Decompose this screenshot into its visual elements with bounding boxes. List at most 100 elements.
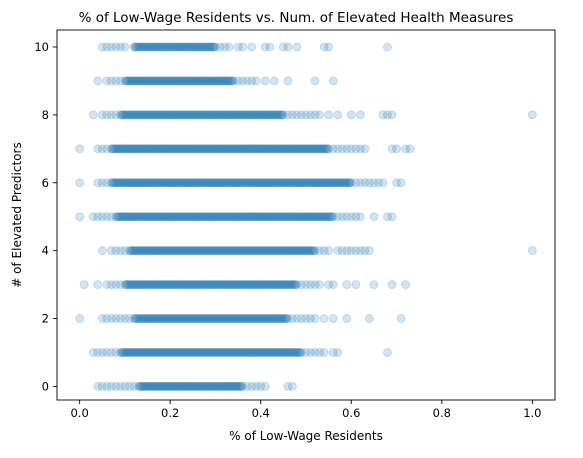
data-point xyxy=(130,246,140,256)
data-point xyxy=(220,212,230,222)
data-point xyxy=(231,347,241,357)
data-point xyxy=(232,314,242,324)
data-point xyxy=(274,246,284,256)
data-point xyxy=(131,280,141,290)
data-point xyxy=(161,347,171,357)
data-point xyxy=(139,178,149,188)
data-point xyxy=(179,212,189,222)
data-point xyxy=(240,246,250,256)
data-point xyxy=(247,212,257,222)
data-point xyxy=(204,280,214,290)
data-point xyxy=(141,280,151,290)
data-point xyxy=(143,347,153,357)
data-point xyxy=(241,347,251,357)
data-point xyxy=(162,144,172,154)
data-point xyxy=(327,212,337,222)
data-point xyxy=(298,178,308,188)
data-point xyxy=(313,212,323,222)
data-point xyxy=(111,178,121,188)
data-point xyxy=(200,212,210,222)
data-point xyxy=(289,246,299,256)
data-point xyxy=(387,280,397,290)
data-point xyxy=(234,178,244,188)
data-point xyxy=(181,347,191,357)
data-point xyxy=(190,347,200,357)
data-point xyxy=(298,246,308,256)
data-point xyxy=(146,212,156,222)
data-point xyxy=(302,178,312,188)
data-point xyxy=(147,246,157,256)
data-point xyxy=(269,212,279,222)
data-point xyxy=(175,212,185,222)
data-point xyxy=(111,347,121,357)
data-point xyxy=(214,314,224,324)
data-point xyxy=(130,178,140,188)
data-point xyxy=(136,144,146,154)
data-point xyxy=(282,314,292,324)
data-point xyxy=(206,280,216,290)
data-point xyxy=(173,178,183,188)
data-point xyxy=(150,314,160,324)
data-point xyxy=(233,347,243,357)
data-point xyxy=(145,144,155,154)
data-point xyxy=(304,246,314,256)
data-point xyxy=(127,178,137,188)
data-point xyxy=(286,347,296,357)
data-point xyxy=(256,280,266,290)
data-point xyxy=(143,280,153,290)
data-point xyxy=(172,381,182,391)
data-point xyxy=(167,144,177,154)
data-point xyxy=(197,347,207,357)
data-point xyxy=(246,314,256,324)
data-point xyxy=(149,144,159,154)
data-point xyxy=(257,178,267,188)
data-point xyxy=(197,381,207,391)
data-point xyxy=(195,347,205,357)
data-point xyxy=(235,212,245,222)
data-point xyxy=(184,280,194,290)
data-point xyxy=(206,347,216,357)
data-point xyxy=(261,314,271,324)
data-point xyxy=(136,347,146,357)
data-point xyxy=(251,280,261,290)
data-point xyxy=(129,144,139,154)
data-point xyxy=(205,314,215,324)
data-point xyxy=(123,212,133,222)
data-point xyxy=(264,347,274,357)
data-point xyxy=(130,280,140,290)
data-point xyxy=(300,212,310,222)
data-point xyxy=(226,347,236,357)
data-point xyxy=(256,314,266,324)
data-point xyxy=(276,212,286,222)
data-point xyxy=(270,178,280,188)
data-point xyxy=(126,144,136,154)
data-point xyxy=(75,144,85,154)
data-point xyxy=(140,178,150,188)
data-point xyxy=(131,144,141,154)
data-point xyxy=(225,280,235,290)
data-point xyxy=(205,280,215,290)
data-point xyxy=(129,381,139,391)
data-point xyxy=(263,212,273,222)
data-point xyxy=(148,246,158,256)
data-point xyxy=(220,347,230,357)
data-point xyxy=(223,280,233,290)
data-point xyxy=(251,246,261,256)
data-point xyxy=(186,280,196,290)
data-point xyxy=(341,178,351,188)
data-point xyxy=(102,280,112,290)
data-point xyxy=(140,144,150,154)
data-point xyxy=(190,314,200,324)
data-point xyxy=(155,246,165,256)
data-point xyxy=(335,178,345,188)
data-point xyxy=(216,347,226,357)
data-point xyxy=(296,314,306,324)
data-point xyxy=(106,381,116,391)
data-point xyxy=(186,314,196,324)
data-point xyxy=(140,347,150,357)
data-point xyxy=(239,178,249,188)
data-point xyxy=(189,246,199,256)
data-point xyxy=(198,280,208,290)
data-point xyxy=(111,246,121,256)
data-point xyxy=(280,212,289,222)
